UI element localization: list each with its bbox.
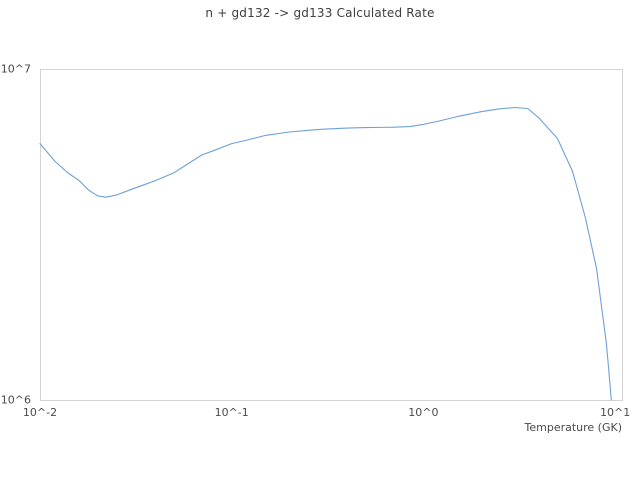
- x-tick-label: 10^-2: [22, 406, 58, 419]
- x-tick-label: 10^0: [408, 406, 439, 419]
- chart-title: n + gd132 -> gd133 Calculated Rate: [205, 6, 435, 20]
- y-tick-label: 10^6: [0, 393, 31, 407]
- y-tick-label: 10^7: [0, 62, 31, 76]
- x-tick-label: 10^1: [599, 406, 631, 419]
- x-tick-label: 10^-1: [214, 406, 249, 419]
- plot-border: [40, 69, 623, 401]
- rate-curve: [39, 106, 612, 401]
- x-axis-label: Temperature (GK): [524, 421, 623, 434]
